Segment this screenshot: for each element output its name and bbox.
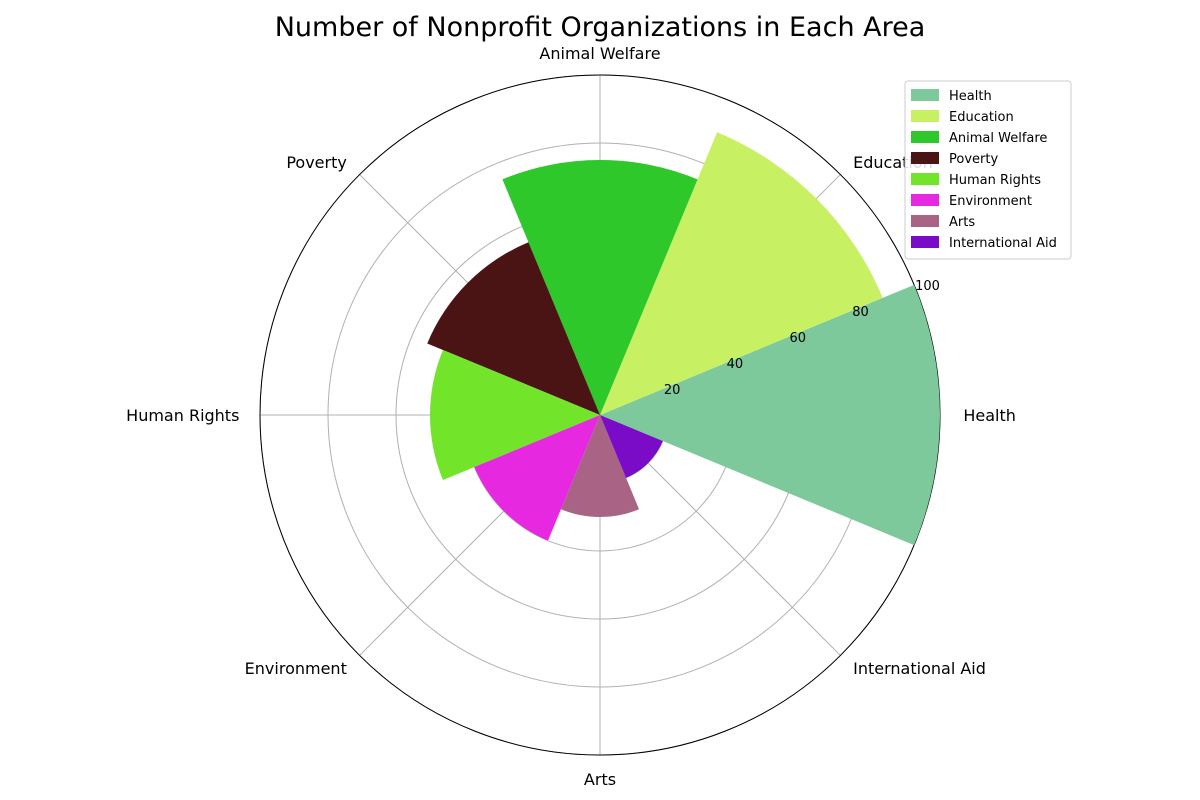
legend-swatch (911, 173, 939, 185)
legend: Health Education Animal Welfare Poverty Huma… (904, 80, 1072, 260)
bar-international-aid (600, 415, 663, 478)
category-label: Environment (245, 659, 347, 678)
radial-tick-label: 100 (915, 279, 940, 294)
bar-animal-welfare (502, 159, 698, 415)
legend-label: Human Rights (949, 173, 1041, 188)
category-label: Poverty (286, 153, 347, 172)
category-label: Human Rights (126, 406, 239, 425)
legend-label: Poverty (949, 152, 998, 167)
legend-label: Education (949, 110, 1014, 125)
category-label: Animal Welfare (539, 44, 660, 63)
outer-frame (259, 74, 941, 756)
radial-tick-label: 40 (727, 357, 744, 372)
legend-swatch (911, 110, 939, 122)
bars (427, 132, 940, 546)
legend-swatch (911, 131, 939, 143)
chart-title: Number of Nonprofit Organizations in Eac… (275, 12, 926, 43)
bar-human-rights (430, 349, 600, 481)
legend-swatch (911, 194, 939, 206)
category-labels: Health Education Animal Welfare Poverty Huma… (126, 44, 1016, 789)
legend-swatch (911, 89, 939, 101)
legend-box (904, 80, 1072, 260)
legend-label: Environment (949, 194, 1032, 209)
radial-tick-label: 20 (664, 383, 681, 398)
legend-swatch (911, 152, 939, 164)
bar-education (600, 132, 883, 416)
category-label: Arts (584, 770, 616, 789)
radial-tick-labels: 20 40 60 80 100 (664, 279, 940, 398)
bar-arts (560, 415, 640, 517)
bar-environment (474, 415, 600, 541)
category-label: International Aid (853, 659, 986, 678)
legend-label: International Aid (949, 236, 1057, 251)
legend-swatch (911, 236, 939, 248)
bar-health (600, 284, 940, 546)
radial-tick-label: 60 (789, 331, 806, 346)
legend-label: Arts (949, 215, 975, 230)
category-label: Health (963, 406, 1016, 425)
legend-label: Health (949, 89, 992, 104)
legend-swatch (911, 215, 939, 227)
bar-poverty (427, 242, 600, 415)
radial-tick-label: 80 (852, 305, 869, 320)
legend-label: Animal Welfare (949, 131, 1047, 146)
